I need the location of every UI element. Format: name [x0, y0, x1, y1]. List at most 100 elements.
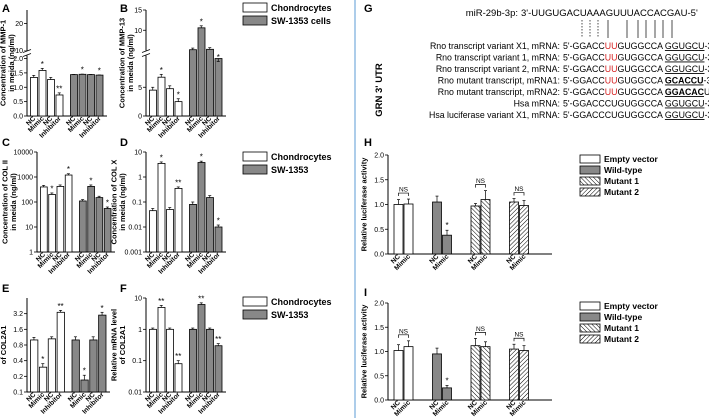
significance-mark: ** [175, 178, 181, 187]
bar [38, 70, 47, 117]
y-tick-label: 15 [134, 8, 142, 15]
seq-prefix: 5'-GGACC [563, 76, 605, 86]
y-tick-label: 2.0 [374, 301, 384, 308]
bar [393, 204, 404, 255]
bar [38, 366, 48, 393]
legend-label-sw1353: SW-1353 [271, 165, 308, 175]
y-label-line: in meida (ng/ml) [118, 173, 127, 231]
ns-label: NS [514, 186, 524, 193]
bar [157, 307, 166, 393]
seq-seed: GGUGCU [665, 41, 705, 51]
bar [30, 339, 39, 393]
bar [78, 73, 87, 117]
y-label-line: Relative luciferase activity [360, 157, 369, 252]
bar [470, 205, 481, 255]
ns-label: NS [399, 187, 409, 194]
panel-letter-f: F [120, 283, 127, 295]
y-tick-label: 0.2 [13, 374, 23, 381]
axis-break-mark [22, 49, 32, 53]
significance-mark: * [81, 66, 84, 75]
seq-tail: -3' [705, 53, 709, 63]
x-tick-label: NC [25, 391, 37, 403]
row-sequence: 5'-GGACCCUGUGGCCA GGUGCU-3' [563, 99, 709, 109]
bar [393, 350, 404, 401]
y-label-line: Relative mRNA level [110, 309, 119, 381]
y-tick-label: 2.0 [13, 56, 23, 63]
seq-red-nt: UU [605, 53, 618, 63]
bar [95, 197, 104, 253]
panel-letter-e: E [2, 283, 9, 295]
legend-swatch-mut1 [579, 176, 601, 186]
y-tick-label: 10000 [14, 150, 34, 157]
row-name: Hsa mRNA: [514, 99, 560, 109]
y-tick-label: 0 [138, 114, 142, 121]
row-name: Rno transcript variant 1, mRNA: [436, 53, 560, 63]
legend-label-chondrocytes: Chondrocytes [271, 152, 332, 162]
seq-prefix: 5'-GGACC [563, 87, 605, 97]
x-tick-label: NC [201, 115, 213, 127]
bar [174, 187, 183, 253]
panel-letter-b: B [120, 3, 128, 15]
ns-bracket [398, 334, 409, 338]
seq-body: CUGUGGCCA [605, 99, 665, 109]
chart-d-colx: 0.001 0.01 0.1 1 10 Concentration of COL Xin … [110, 150, 226, 276]
y-axis-label: Relative luciferase activity [360, 157, 369, 252]
seq-seed: GGUGCU [665, 99, 705, 109]
x-tick-label: NC [52, 251, 64, 263]
seq-body: GUGGCCA [617, 87, 664, 97]
y-axis-label: Relative luciferase activity [360, 304, 369, 399]
seq-seed: GCACCU [665, 76, 704, 86]
bar [206, 197, 214, 253]
significance-mark: ** [175, 352, 181, 361]
legend-label-mut2: Mutant 2 [604, 334, 639, 344]
y-tick-label: 10 [134, 150, 142, 157]
significance-mark: * [50, 184, 53, 193]
legend-swatch-wild [579, 165, 601, 175]
y-tick-label: 10 [25, 225, 33, 232]
row-sequence: 5'-GGACCUUGUGGCCA GGACACU-3' [563, 87, 709, 97]
panel-letter-c: C [2, 137, 10, 149]
y-tick-label: 0.001 [124, 250, 142, 257]
seq-body: GUGGCCA [617, 64, 664, 74]
bar [166, 88, 174, 117]
bar [55, 94, 64, 117]
legend-swatch-wild [579, 312, 601, 322]
seq-seed: GGUGCU [665, 53, 705, 63]
bar [166, 328, 174, 393]
bar [95, 74, 104, 117]
y-label-line: Concentration of MMP-1 [0, 20, 8, 106]
y-tick-label: 1.0 [374, 349, 384, 356]
x-tick-label: NC [429, 253, 441, 265]
grn-utr-label: GRN 3' UTR [374, 63, 385, 117]
axis-break-mark [141, 49, 151, 53]
significance-mark: ** [56, 84, 62, 93]
significance-mark: ** [158, 297, 164, 306]
seq-red-nt: UU [605, 64, 618, 74]
legend-label-sw1353: SW-1353 [271, 310, 308, 320]
legend-swatch-sw1353 [242, 164, 268, 175]
significance-mark: * [89, 176, 92, 185]
legend-swatch-chondrocytes [242, 2, 268, 13]
x-tick-label: NC [184, 391, 196, 403]
y-tick-label: 2.0 [374, 153, 384, 160]
y-tick-label: 3.2 [13, 311, 23, 318]
legend-label-empty: Empty vector [604, 154, 659, 164]
legend-label-wild: Wild-type [604, 312, 642, 322]
bar [64, 174, 73, 253]
x-tick-label: NC [65, 115, 77, 127]
y-tick-label: 0.0 [374, 252, 384, 259]
bar [189, 204, 197, 253]
legend-label-sw1353: SW-1353 cells [271, 16, 331, 26]
legend-label-mut1: Mutant 1 [604, 176, 639, 186]
bar [480, 346, 491, 401]
ns-label: NS [476, 178, 486, 185]
seq-body: GUGGCCA [617, 41, 664, 51]
bar [197, 162, 206, 253]
y-tick-label: 0.1 [13, 390, 23, 397]
x-tick-label: NC [184, 115, 196, 127]
bar [519, 350, 529, 401]
bar [189, 328, 197, 393]
seq-red-nt: UU [605, 76, 618, 86]
seq-seed: GGUGCU [665, 110, 705, 120]
bar [149, 210, 157, 253]
